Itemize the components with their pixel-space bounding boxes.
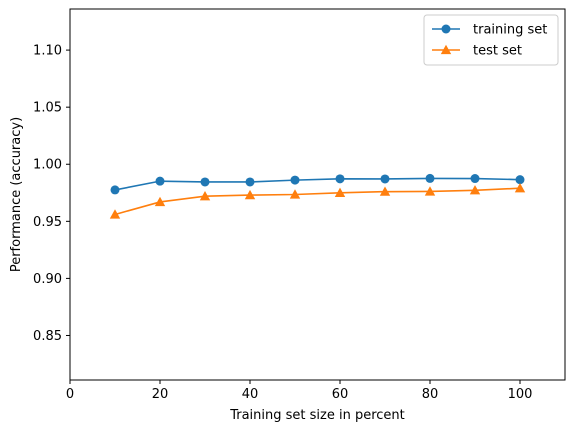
x-tick-label: 100 xyxy=(508,387,533,402)
data-point xyxy=(425,173,435,183)
legend: training set test set xyxy=(423,14,559,66)
data-point xyxy=(334,187,346,197)
data-point xyxy=(515,175,525,185)
data-point xyxy=(199,191,211,201)
legend-marker xyxy=(441,24,451,34)
y-tick-label: 1.00 xyxy=(33,158,62,173)
data-point xyxy=(379,186,391,196)
x-tick-label: 20 xyxy=(152,387,169,402)
y-tick-label: 0.85 xyxy=(33,329,62,344)
series-layer xyxy=(109,173,526,219)
data-point xyxy=(154,196,166,207)
x-tick-label: 0 xyxy=(66,387,74,402)
data-point xyxy=(200,177,210,187)
data-point xyxy=(469,185,481,195)
legend-label: test set xyxy=(473,44,522,59)
plot-area xyxy=(69,8,566,381)
legend-box xyxy=(423,14,559,66)
y-tick-label: 1.05 xyxy=(33,101,62,116)
data-point xyxy=(514,183,526,193)
y-tick-label: 0.95 xyxy=(33,215,62,230)
x-axis-label: Training set size in percent xyxy=(229,408,405,423)
data-point xyxy=(109,209,121,219)
data-point xyxy=(155,176,165,186)
y-axis-label: Performance (accuracy) xyxy=(9,117,24,272)
x-tick-label: 40 xyxy=(242,387,259,402)
data-point xyxy=(470,174,480,184)
data-point xyxy=(335,174,345,184)
series-line xyxy=(114,187,521,216)
data-point xyxy=(244,189,256,200)
x-tick-label: 60 xyxy=(332,387,349,402)
data-point xyxy=(110,185,120,195)
y-axis: 0.85 0.90 0.95 1.00 1.05 1.10 xyxy=(33,44,70,344)
legend-marker xyxy=(440,44,452,55)
data-point xyxy=(424,186,436,196)
y-tick-label: 1.10 xyxy=(33,44,62,59)
legend-item: training set xyxy=(432,23,547,38)
legend-label: training set xyxy=(473,23,547,38)
series-0 xyxy=(110,173,525,195)
data-point xyxy=(245,177,255,187)
data-point xyxy=(290,175,300,185)
series-line xyxy=(114,177,521,191)
data-point xyxy=(380,174,390,184)
legend-item: test set xyxy=(432,44,522,59)
y-tick-label: 0.90 xyxy=(33,272,62,287)
series-1 xyxy=(109,183,526,219)
x-axis: 0 20 40 60 80 100 xyxy=(66,380,533,402)
x-tick-label: 80 xyxy=(422,387,439,402)
data-point xyxy=(289,189,301,199)
